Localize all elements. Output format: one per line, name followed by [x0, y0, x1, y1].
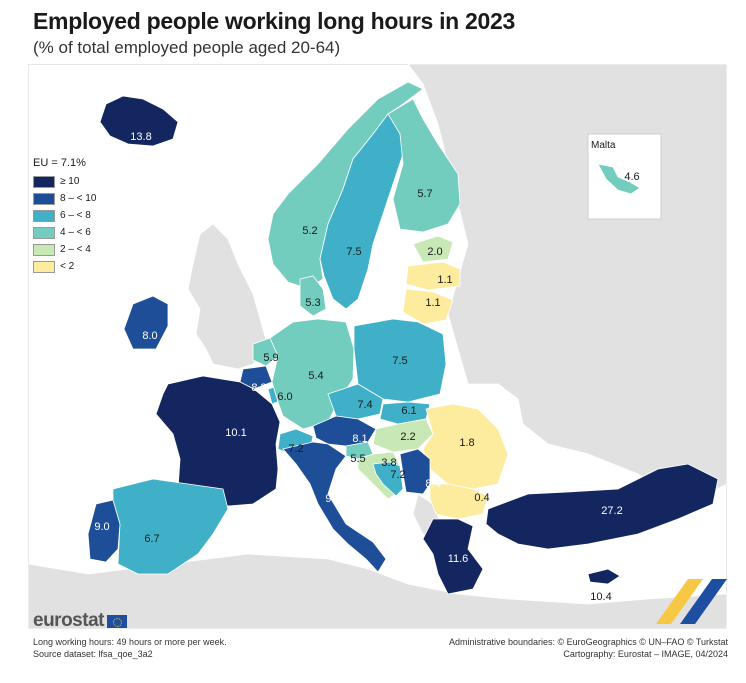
country-romania — [422, 403, 509, 490]
choropleth-map: 13.8 8.0 5.2 7.5 5.7 2.0 1.1 1.1 5.3 5.9 8.8 6.0 5.4… — [28, 64, 727, 629]
legend: EU = 7.1% ≥ 10 8 – < 10 6 – < 8 4 – < 6 2 – … — [33, 157, 96, 275]
value-label-finland: 5.7 — [417, 188, 432, 200]
legend-label: ≥ 10 — [60, 176, 80, 187]
legend-item: 6 – < 8 — [33, 207, 96, 224]
country-cyprus — [587, 568, 621, 585]
country-greece — [422, 518, 484, 595]
country-lithuania — [402, 288, 454, 325]
value-label-estonia: 2.0 — [427, 246, 442, 258]
value-label-denmark: 5.3 — [305, 297, 320, 309]
map-subtitle: (% of total employed people aged 20-64) — [33, 38, 341, 57]
country-estonia — [412, 235, 454, 263]
value-label-france: 10.1 — [225, 427, 246, 439]
value-label-greece: 11.6 — [448, 553, 469, 565]
footnote-definition: Long working hours: 49 hours or more per… — [33, 637, 227, 647]
legend-item: 4 – < 6 — [33, 224, 96, 241]
legend-label: 4 – < 6 — [60, 227, 91, 238]
legend-title: EU = 7.1% — [33, 157, 86, 169]
footnote-boundaries: Administrative boundaries: © EuroGeograp… — [448, 637, 728, 647]
malta-inset-title: Malta — [591, 140, 616, 151]
value-label-poland: 7.5 — [392, 355, 407, 367]
value-label-turkey: 27.2 — [601, 505, 622, 517]
non-eu-land-uk — [187, 223, 269, 370]
country-bosnia-and-herzegovina — [372, 461, 404, 497]
legend-item: 2 – < 4 — [33, 241, 96, 258]
country-france — [155, 375, 281, 507]
eurostat-corner-logo-icon — [656, 579, 727, 624]
value-label-ireland: 8.0 — [142, 330, 157, 342]
country-latvia — [405, 261, 461, 291]
value-label-sweden: 7.5 — [346, 246, 361, 258]
value-label-portugal: 9.0 — [94, 521, 109, 533]
legend-swatch — [33, 175, 55, 188]
country-turkey — [485, 463, 719, 550]
legend-item: 8 – < 10 — [33, 190, 96, 207]
value-label-slovakia: 6.1 — [401, 405, 416, 417]
country-bulgaria — [429, 483, 489, 520]
country-spain — [112, 478, 229, 575]
country-finland — [387, 98, 461, 233]
footnote-cartography: Cartography: Eurostat – IMAGE, 04/2024 — [563, 649, 728, 659]
legend-label: < 2 — [60, 261, 75, 272]
malta-inset-frame — [587, 133, 662, 220]
value-label-iceland: 13.8 — [130, 131, 151, 143]
value-label-belgium: 8.8 — [251, 382, 266, 394]
value-label-austria: 8.1 — [352, 433, 367, 445]
country-layer — [87, 81, 719, 595]
value-label-germany: 5.4 — [308, 370, 323, 382]
value-label-bosnia-and-herzegovina: 7.2 — [390, 469, 405, 481]
value-label-luxembourg: 6.0 — [277, 391, 292, 403]
country-italy — [282, 441, 387, 573]
value-label-slovenia: 5.5 — [350, 453, 365, 465]
legend-label: 6 – < 8 — [60, 210, 91, 221]
country-denmark — [299, 275, 327, 317]
value-label-netherlands: 5.9 — [263, 352, 278, 364]
value-label-cyprus: 10.4 — [590, 591, 611, 603]
footnote-left: Long working hours: 49 hours or more per… — [33, 636, 227, 660]
legend-swatch — [33, 192, 55, 205]
value-label-serbia: 8.4 — [425, 478, 440, 490]
value-label-spain: 6.7 — [144, 533, 159, 545]
value-label-malta: 4.6 — [624, 171, 639, 183]
legend-swatch — [33, 260, 55, 273]
country-iceland — [99, 95, 179, 147]
value-label-norway: 5.2 — [302, 225, 317, 237]
country-ireland — [123, 295, 169, 350]
value-label-bulgaria: 0.4 — [474, 492, 489, 504]
country-hungary — [372, 418, 434, 453]
legend-item: ≥ 10 — [33, 173, 96, 190]
legend-item: < 2 — [33, 258, 96, 275]
eu-flag-icon — [106, 614, 127, 628]
country-netherlands — [252, 337, 279, 367]
country-serbia — [399, 448, 431, 495]
eurostat-logo: eurostat — [33, 610, 127, 632]
non-eu-land-africa — [28, 553, 727, 629]
legend-swatch — [33, 243, 55, 256]
country-belgium — [239, 365, 273, 390]
legend-label: 8 – < 10 — [60, 193, 97, 204]
legend-swatch — [33, 209, 55, 222]
legend-swatch — [33, 226, 55, 239]
country-sweden — [319, 113, 404, 310]
legend-label: 2 – < 4 — [60, 244, 91, 255]
value-label-lithuania: 1.1 — [425, 297, 440, 309]
value-label-switzerland: 7.2 — [288, 443, 303, 455]
footnote-right: Administrative boundaries: © EuroGeograp… — [449, 636, 728, 660]
brand-name: eurostat — [33, 610, 104, 631]
value-label-czechia: 7.4 — [357, 399, 372, 411]
map-title: Employed people working long hours in 20… — [33, 8, 515, 34]
country-poland — [353, 318, 447, 403]
country-malta — [597, 163, 641, 195]
label-layer: 13.8 8.0 5.2 7.5 5.7 2.0 1.1 1.1 5.3 5.9 8.8 6.0 5.4… — [94, 131, 639, 603]
footnote-source: Source dataset: lfsa_qoe_3a2 — [33, 649, 153, 659]
value-label-italy: 9.6 — [325, 493, 340, 505]
value-label-croatia: 3.8 — [381, 457, 396, 469]
value-label-hungary: 2.2 — [400, 431, 415, 443]
value-label-romania: 1.8 — [459, 437, 474, 449]
value-label-latvia: 1.1 — [437, 274, 452, 286]
